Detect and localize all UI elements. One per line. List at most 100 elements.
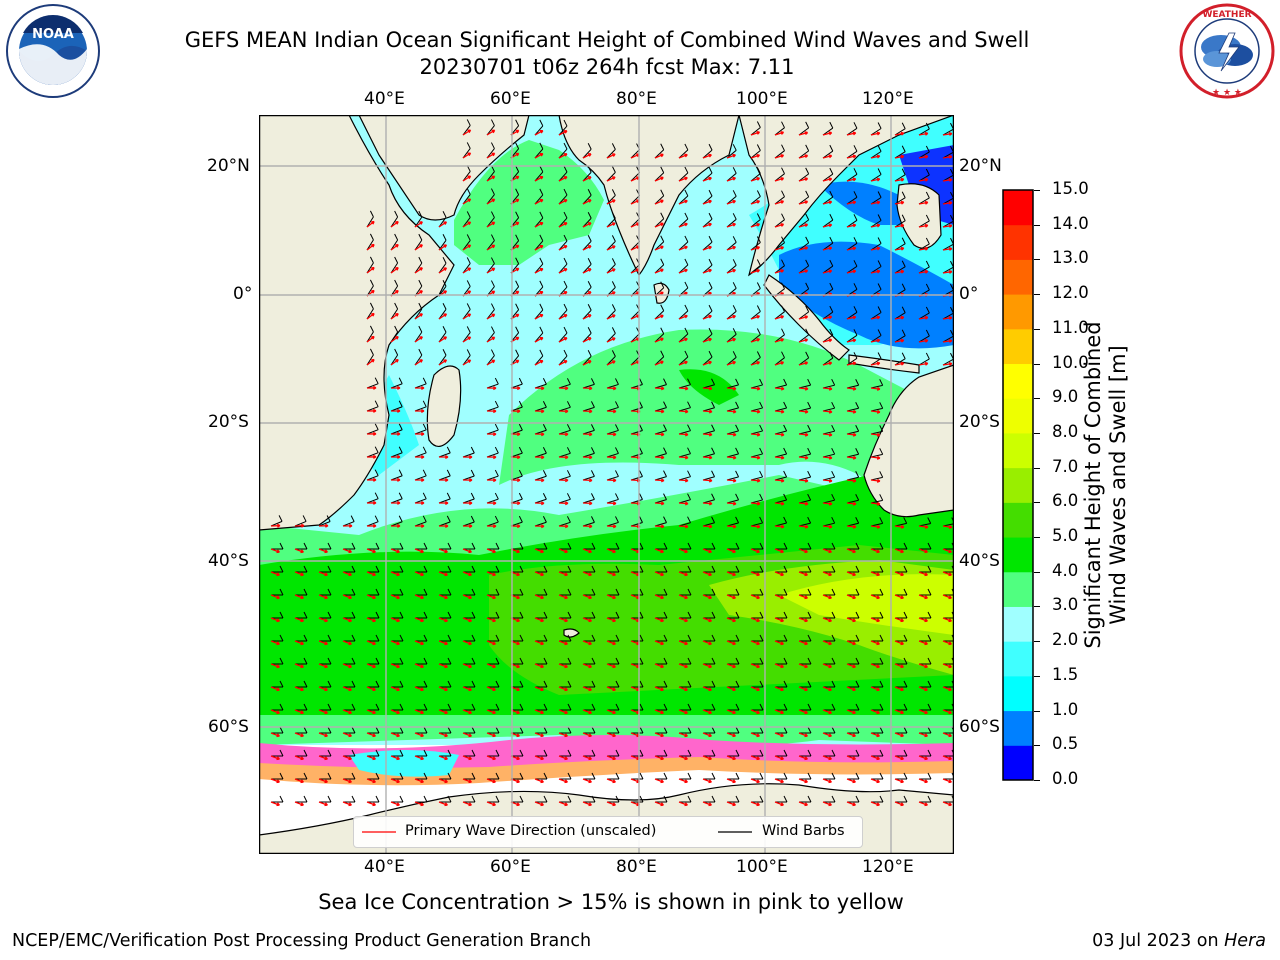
wave-direction-arrow — [438, 359, 448, 366]
wind-barb — [751, 565, 764, 573]
wind-barb — [727, 726, 740, 734]
wind-barb — [846, 237, 858, 251]
wave-direction-arrow — [486, 617, 496, 623]
wind-barb — [511, 588, 524, 596]
wind-barb — [631, 542, 644, 550]
wind-barb — [895, 565, 908, 573]
wave-direction-arrow — [558, 709, 568, 715]
wind-barb — [367, 726, 380, 734]
wave-direction-arrow — [486, 152, 496, 159]
wave-direction-arrow — [918, 548, 928, 554]
wave-direction-arrow — [846, 409, 857, 414]
wind-barb — [535, 542, 548, 550]
wind-barb — [798, 190, 810, 205]
wave-direction-arrow — [678, 314, 688, 320]
wind-barb — [918, 214, 930, 228]
wind-barb — [462, 492, 475, 504]
wind-barb — [631, 772, 644, 780]
wind-barb — [751, 542, 764, 550]
wind-barb — [895, 749, 908, 757]
wave-direction-arrow — [822, 501, 833, 506]
wind-barb — [822, 401, 836, 412]
wave-direction-arrow — [606, 409, 617, 414]
wave-direction-arrow — [942, 315, 953, 320]
wave-direction-arrow — [870, 409, 881, 414]
wind-barb — [678, 516, 691, 527]
wind-barb — [654, 258, 665, 274]
wave-direction-arrow — [390, 408, 401, 413]
wave-direction-arrow — [414, 594, 424, 600]
wind-barb — [631, 634, 644, 642]
wave-direction-arrow — [390, 617, 400, 623]
wave-direction-arrow — [798, 755, 808, 761]
wind-barb — [414, 423, 427, 435]
wave-direction-arrow — [414, 709, 424, 715]
wind-barb — [511, 795, 524, 803]
colorbar-tick-label: 9.0 — [1052, 387, 1079, 407]
wave-direction-arrow — [822, 315, 833, 320]
lat-tick-left-20s: 20°S — [208, 412, 249, 432]
wind-barb — [487, 680, 500, 688]
wind-barb — [510, 400, 523, 412]
wave-direction-arrow — [678, 360, 688, 366]
wind-barb — [918, 352, 930, 366]
wind-barb — [534, 423, 547, 435]
wave-direction-arrow — [942, 361, 953, 366]
wind-barb — [487, 565, 500, 573]
wave-direction-arrow — [366, 548, 376, 554]
wave-direction-arrow — [726, 640, 736, 646]
wave-direction-arrow — [366, 243, 375, 251]
wave-direction-arrow — [918, 269, 929, 274]
wave-direction-arrow — [414, 663, 424, 669]
wave-direction-arrow — [918, 663, 928, 669]
wind-barb — [895, 703, 908, 711]
wind-barb — [295, 542, 308, 550]
wave-direction-arrow — [894, 594, 904, 600]
wave-direction-arrow — [822, 571, 832, 577]
wave-direction-arrow — [870, 177, 881, 182]
wave-direction-arrow — [438, 478, 449, 483]
wind-barb — [631, 703, 644, 711]
wave-direction-arrow — [870, 709, 880, 715]
noaa-logo-text: NOAA — [32, 27, 74, 42]
wave-direction-arrow — [318, 594, 328, 600]
wind-barb — [654, 424, 667, 435]
wind-barb — [679, 565, 692, 573]
wave-direction-arrow — [774, 455, 785, 460]
wave-direction-arrow — [870, 755, 880, 761]
wave-direction-arrow — [894, 154, 905, 159]
wind-barb — [295, 634, 308, 642]
wind-barb — [415, 542, 428, 550]
wind-barb — [367, 634, 380, 642]
wind-barb — [823, 726, 836, 734]
wave-direction-arrow — [582, 409, 593, 414]
wind-barb — [271, 680, 284, 688]
wave-direction-arrow — [870, 338, 881, 343]
wave-direction-arrow — [606, 571, 616, 577]
wind-barb — [295, 565, 308, 573]
wave-direction-arrow — [390, 548, 400, 554]
wave-direction-arrow — [342, 709, 352, 715]
wave-direction-arrow — [702, 640, 712, 646]
wind-barb — [606, 424, 619, 435]
wind-barb — [439, 726, 452, 734]
wind-barb — [702, 212, 713, 228]
wind-barb — [870, 260, 882, 274]
colorbar-tick-label: 1.5 — [1052, 664, 1079, 684]
wind-barb — [583, 565, 596, 573]
wind-barb — [678, 166, 689, 182]
wave-direction-arrow — [726, 617, 736, 623]
wave-direction-arrow — [822, 386, 833, 391]
wind-barb — [271, 795, 284, 803]
wave-direction-arrow — [750, 617, 760, 623]
wind-barb — [702, 143, 713, 159]
wind-barb — [871, 634, 884, 642]
wind-barb — [822, 144, 834, 159]
wave-direction-arrow — [582, 778, 592, 784]
wind-barb — [726, 144, 737, 159]
wind-barb — [511, 657, 524, 665]
wind-barb — [799, 726, 812, 734]
wind-barb — [559, 772, 572, 780]
wave-direction-arrow — [462, 801, 472, 807]
wave-direction-arrow — [366, 312, 375, 320]
